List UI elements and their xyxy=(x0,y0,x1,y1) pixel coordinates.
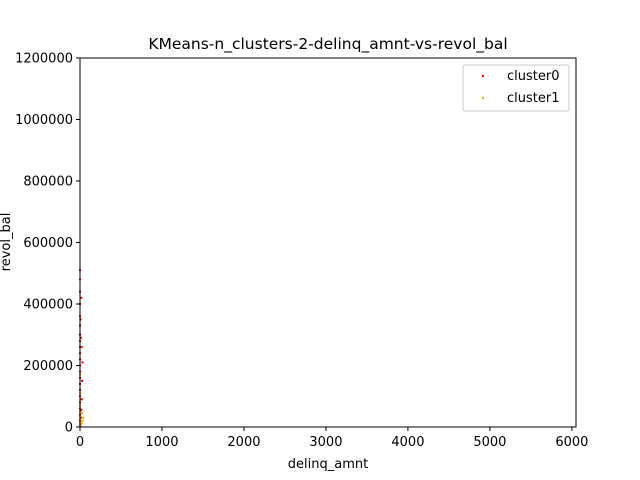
y-tick-label: 800000 xyxy=(23,175,73,190)
y-axis-label: revol_bal xyxy=(0,213,14,272)
legend-marker-cluster0 xyxy=(481,74,485,78)
x-tick-label: 3000 xyxy=(309,435,342,450)
legend-label-cluster1: cluster1 xyxy=(507,91,559,106)
data-point xyxy=(81,419,84,423)
x-tick-label: 6000 xyxy=(555,435,588,450)
x-tick-label: 4000 xyxy=(391,435,424,450)
y-tick-label: 400000 xyxy=(23,298,73,313)
plot-area-frame xyxy=(79,57,577,428)
data-point xyxy=(80,345,83,349)
legend-marker-cluster1 xyxy=(481,96,485,100)
y-tick-label: 1200000 xyxy=(15,52,73,67)
data-point xyxy=(80,379,84,383)
x-axis-ticks: 0 1000 2000 3000 4000 5000 6000 xyxy=(76,427,588,450)
y-tick-label: 200000 xyxy=(23,359,73,374)
y-tick-label: 600000 xyxy=(23,236,73,251)
data-point xyxy=(80,398,83,401)
x-axis-label: delinq_amnt xyxy=(288,457,368,472)
data-point xyxy=(82,416,85,419)
y-tick-label: 0 xyxy=(65,421,73,436)
data-point xyxy=(81,361,84,364)
x-tick-label: 1000 xyxy=(145,435,178,450)
x-tick-label: 5000 xyxy=(473,435,506,450)
x-tick-label: 0 xyxy=(76,435,84,450)
legend-box xyxy=(462,64,570,112)
data-point xyxy=(80,411,84,415)
x-tick-label: 2000 xyxy=(227,435,260,450)
chart-title: KMeans-n_clusters-2-delinq_amnt-vs-revol… xyxy=(148,35,507,54)
y-axis-ticks: 0 200000 400000 600000 800000 1000000 1200000 xyxy=(15,52,80,436)
y-tick-label: 1000000 xyxy=(15,113,73,128)
data-point xyxy=(80,422,83,425)
legend-label-cluster0: cluster0 xyxy=(507,69,559,84)
legend: cluster0 cluster1 xyxy=(462,64,570,112)
data-point xyxy=(80,296,83,300)
